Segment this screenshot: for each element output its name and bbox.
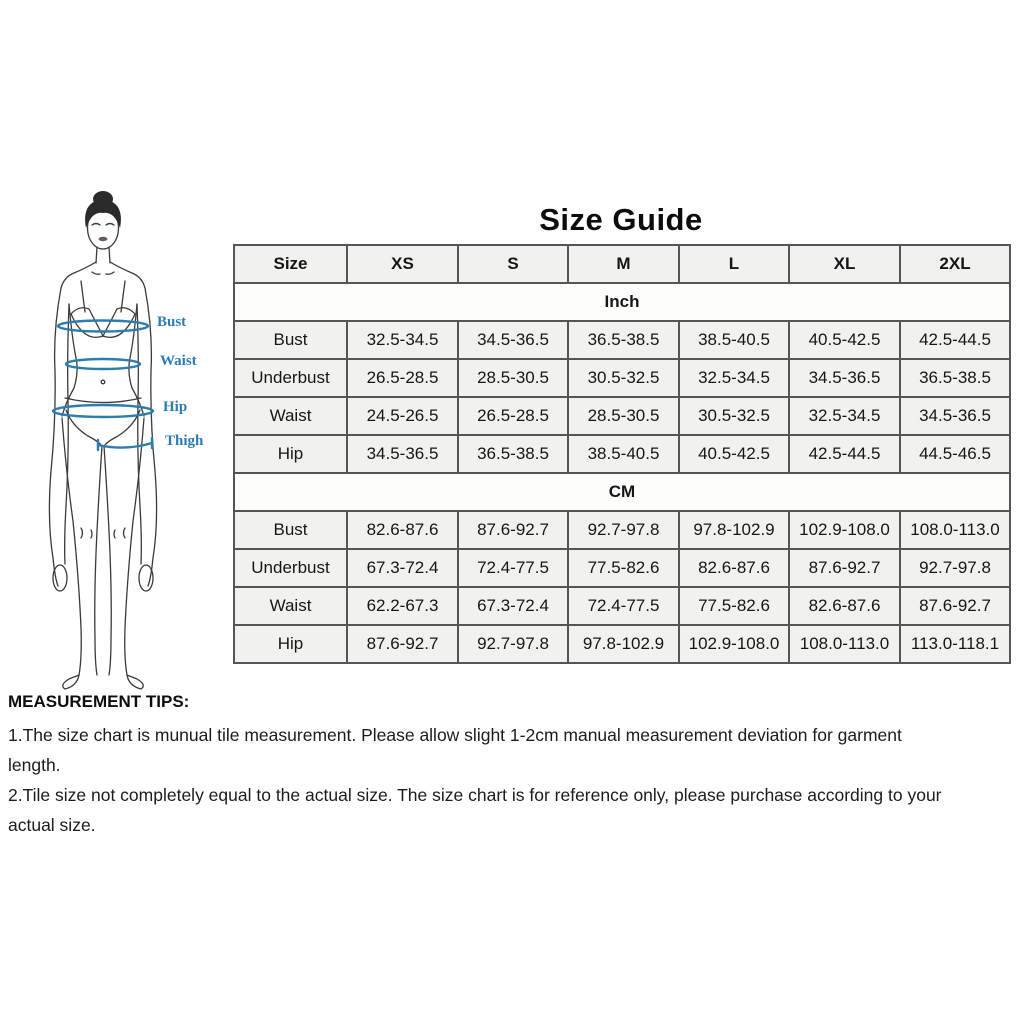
cell: 87.6-92.7	[346, 624, 459, 664]
page-title: Size Guide	[539, 202, 703, 237]
table-row: Underbust 26.5-28.5 28.5-30.5 30.5-32.5 …	[233, 358, 1011, 398]
cell: 102.9-108.0	[678, 624, 790, 664]
cell: 26.5-28.5	[457, 396, 569, 436]
cell: 30.5-32.5	[567, 358, 680, 398]
table-row: Underbust 67.3-72.4 72.4-77.5 77.5-82.6 …	[233, 548, 1011, 588]
hip-label: Hip	[163, 399, 188, 415]
table-row: Hip 87.6-92.7 92.7-97.8 97.8-102.9 102.9…	[233, 624, 1011, 664]
waist-label: Waist	[160, 353, 197, 369]
cell: 40.5-42.5	[788, 320, 901, 360]
cell: 34.5-36.5	[899, 396, 1011, 436]
thigh-measure-line	[96, 441, 154, 449]
row-label-hip: Hip	[233, 624, 348, 664]
cell: 72.4-77.5	[567, 586, 680, 626]
row-label-underbust: Underbust	[233, 548, 348, 588]
table-row: Bust 82.6-87.6 87.6-92.7 92.7-97.8 97.8-…	[233, 510, 1011, 550]
cell: 44.5-46.5	[899, 434, 1011, 474]
bust-measure-line	[56, 319, 150, 333]
cell: 87.6-92.7	[788, 548, 901, 588]
cell: 67.3-72.4	[346, 548, 459, 588]
cell: 32.5-34.5	[788, 396, 901, 436]
cell: 36.5-38.5	[567, 320, 680, 360]
row-label-waist: Waist	[233, 586, 348, 626]
cell: 82.6-87.6	[678, 548, 790, 588]
cell: 67.3-72.4	[457, 586, 569, 626]
row-label-bust: Bust	[233, 510, 348, 550]
cell: 62.2-67.3	[346, 586, 459, 626]
section-row-cm: CM	[233, 472, 1011, 512]
section-title-inch: Inch	[233, 282, 1011, 322]
cell: 32.5-34.5	[678, 358, 790, 398]
cell: 42.5-44.5	[899, 320, 1011, 360]
table-header-row: Size XS S M L XL 2XL	[233, 244, 1011, 284]
cell: 87.6-92.7	[457, 510, 569, 550]
section-row-inch: Inch	[233, 282, 1011, 322]
cell: 102.9-108.0	[788, 510, 901, 550]
section-title-cm: CM	[233, 472, 1011, 512]
cell: 38.5-40.5	[567, 434, 680, 474]
body-figure-illustration	[8, 186, 218, 696]
cell: 38.5-40.5	[678, 320, 790, 360]
size-guide-table: Size XS S M L XL 2XL Inch Bust 32.5-34.5…	[233, 244, 1011, 664]
cell: 36.5-38.5	[457, 434, 569, 474]
cell: 97.8-102.9	[678, 510, 790, 550]
cell: 77.5-82.6	[678, 586, 790, 626]
cell: 108.0-113.0	[788, 624, 901, 664]
cell: 92.7-97.8	[899, 548, 1011, 588]
table-row: Bust 32.5-34.5 34.5-36.5 36.5-38.5 38.5-…	[233, 320, 1011, 360]
cell: 30.5-32.5	[678, 396, 790, 436]
tip-line: 1.The size chart is munual tile measurem…	[8, 725, 902, 745]
cell: 36.5-38.5	[899, 358, 1011, 398]
tip-line: 2.Tile size not completely equal to the …	[8, 785, 942, 805]
header-cell-size: Size	[233, 244, 348, 284]
cell: 87.6-92.7	[899, 586, 1011, 626]
row-label-underbust: Underbust	[233, 358, 348, 398]
header-cell-2xl: 2XL	[899, 244, 1011, 284]
waist-measure-line	[64, 357, 142, 371]
cell: 34.5-36.5	[788, 358, 901, 398]
bust-label: Bust	[157, 314, 187, 330]
cell: 32.5-34.5	[346, 320, 459, 360]
cell: 72.4-77.5	[457, 548, 569, 588]
cell: 97.8-102.9	[567, 624, 680, 664]
cell: 108.0-113.0	[899, 510, 1011, 550]
cell: 77.5-82.6	[567, 548, 680, 588]
cell: 28.5-30.5	[567, 396, 680, 436]
cell: 82.6-87.6	[346, 510, 459, 550]
body-figure-drawing	[48, 191, 158, 690]
cell: 34.5-36.5	[457, 320, 569, 360]
table-row: Waist 24.5-26.5 26.5-28.5 28.5-30.5 30.5…	[233, 396, 1011, 436]
cell: 92.7-97.8	[457, 624, 569, 664]
thigh-label: Thigh	[165, 433, 204, 449]
row-label-bust: Bust	[233, 320, 348, 360]
cell: 34.5-36.5	[346, 434, 459, 474]
cell: 26.5-28.5	[346, 358, 459, 398]
hip-measure-line	[51, 403, 155, 419]
table-row: Hip 34.5-36.5 36.5-38.5 38.5-40.5 40.5-4…	[233, 434, 1011, 474]
cell: 40.5-42.5	[678, 434, 790, 474]
cell: 113.0-118.1	[899, 624, 1011, 664]
row-label-waist: Waist	[233, 396, 348, 436]
tip-line: actual size.	[8, 815, 96, 835]
cell: 24.5-26.5	[346, 396, 459, 436]
row-label-hip: Hip	[233, 434, 348, 474]
cell: 28.5-30.5	[457, 358, 569, 398]
cell: 42.5-44.5	[788, 434, 901, 474]
header-cell-m: M	[567, 244, 680, 284]
header-cell-l: L	[678, 244, 790, 284]
cell: 92.7-97.8	[567, 510, 680, 550]
measurement-tips: MEASUREMENT TIPS: 1.The size chart is mu…	[8, 692, 1018, 840]
cell: 82.6-87.6	[788, 586, 901, 626]
header-cell-s: S	[457, 244, 569, 284]
header-cell-xl: XL	[788, 244, 901, 284]
table-row: Waist 62.2-67.3 67.3-72.4 72.4-77.5 77.5…	[233, 586, 1011, 626]
tips-heading: MEASUREMENT TIPS:	[8, 692, 190, 711]
header-cell-xs: XS	[346, 244, 459, 284]
tip-line: length.	[8, 755, 61, 775]
